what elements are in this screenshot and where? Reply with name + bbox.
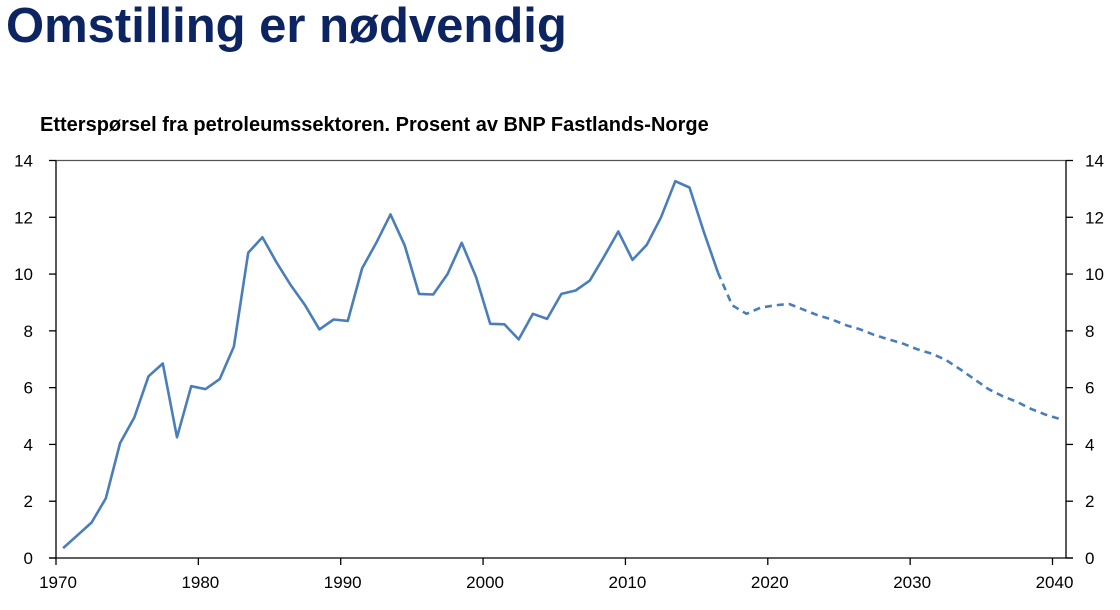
right-y-axis-ticks: 0 2 4 6 8 10 12 14 <box>1066 152 1104 568</box>
x-tick-label: 1980 <box>181 573 219 592</box>
x-axis-ticks: 1970 1980 1990 2000 2010 2020 2030 2040 <box>39 558 1073 592</box>
y-tick-label: 6 <box>1085 379 1094 398</box>
chart-title: Etterspørsel fra petroleumssektoren. Pro… <box>40 114 709 136</box>
y-tick-label: 2 <box>1085 492 1094 511</box>
x-tick-label: 1970 <box>39 573 77 592</box>
y-tick-label: 6 <box>24 379 33 398</box>
y-tick-label: 10 <box>1085 265 1104 284</box>
x-tick-label: 2040 <box>1036 573 1074 592</box>
x-tick-label: 2020 <box>751 573 789 592</box>
y-tick-label: 0 <box>24 549 33 568</box>
y-tick-label: 8 <box>1085 322 1094 341</box>
y-tick-label: 8 <box>24 322 33 341</box>
y-tick-label: 2 <box>24 492 33 511</box>
plot-frame <box>49 159 1073 559</box>
y-tick-label: 10 <box>14 265 33 284</box>
x-tick-label: 2030 <box>893 573 931 592</box>
y-tick-label: 4 <box>1085 435 1094 454</box>
series-line-solid <box>62 179 720 550</box>
x-tick-label: 2000 <box>466 573 504 592</box>
y-tick-label: 12 <box>1085 208 1104 227</box>
x-tick-label: 2010 <box>609 573 647 592</box>
x-tick-label: 1990 <box>324 573 362 592</box>
y-tick-label: 4 <box>24 435 33 454</box>
y-tick-label: 14 <box>14 152 33 171</box>
page-title: Omstilling er nødvendig <box>6 0 567 53</box>
left-y-axis-ticks: 0 2 4 6 8 10 12 14 <box>14 152 56 568</box>
series-line-dashed <box>716 272 1060 421</box>
y-tick-label: 12 <box>14 208 33 227</box>
y-tick-label: 14 <box>1085 152 1104 171</box>
data-series <box>62 179 1060 550</box>
y-tick-label: 0 <box>1085 549 1094 568</box>
